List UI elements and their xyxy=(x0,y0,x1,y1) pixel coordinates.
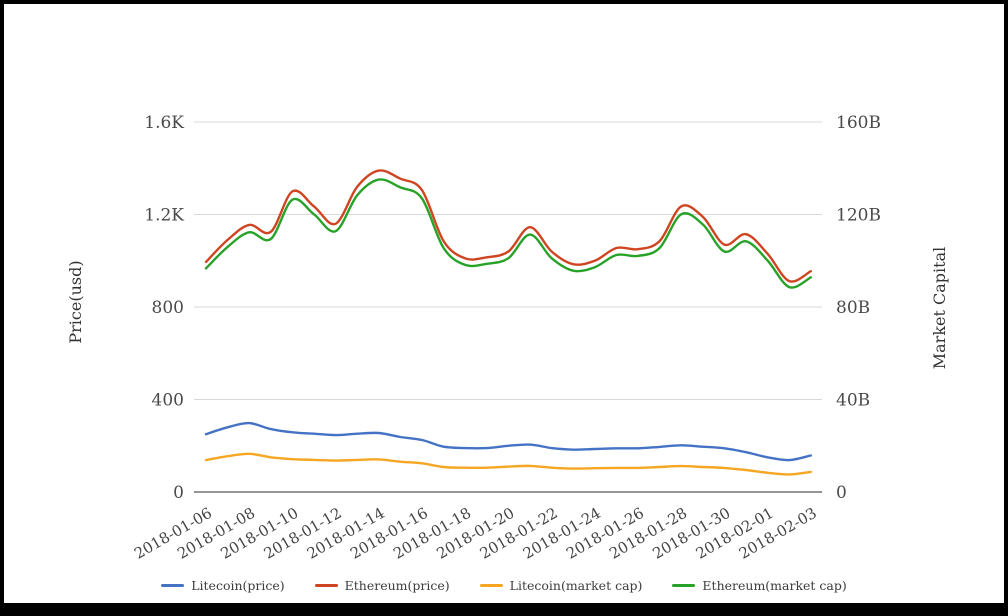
right-axis-title: Market Capital xyxy=(930,246,949,370)
legend-label: Litecoin(price) xyxy=(191,577,285,593)
chart-legend: Litecoin(price) Ethereum(price) Litecoin… xyxy=(0,574,1008,596)
series-line-litecoin-price- xyxy=(204,421,812,462)
ethereum-price-line-swatch xyxy=(314,583,338,587)
left-axis-tick-label: 400 xyxy=(152,391,184,411)
left-axis-tick-label: 800 xyxy=(152,298,184,318)
right-axis-tick-label: 120B xyxy=(836,206,881,226)
ethereum-marketcap-line-swatch xyxy=(672,583,696,587)
series-line-ethereum-market-cap- xyxy=(204,178,812,289)
chart-background-panel xyxy=(4,4,1004,603)
legend-item-litecoin-price[interactable]: Litecoin(price) xyxy=(161,577,285,593)
litecoin-price-line-swatch xyxy=(161,583,185,587)
legend-label: Ethereum(price) xyxy=(344,577,450,593)
left-axis-tick-label: 1.2K xyxy=(144,206,184,226)
left-axis-tick-label: 0 xyxy=(173,483,184,503)
right-axis-tick-label: 80B xyxy=(836,298,870,318)
left-axis-tick-label: 1.6K xyxy=(144,113,184,133)
legend-item-litecoin-marketcap[interactable]: Litecoin(market cap) xyxy=(479,577,643,593)
right-axis-tick-label: 160B xyxy=(836,113,881,133)
right-axis-tick-label: 40B xyxy=(836,391,870,411)
series-line-litecoin-market-cap- xyxy=(204,452,812,476)
legend-item-ethereum-marketcap[interactable]: Ethereum(market cap) xyxy=(672,577,847,593)
left-axis-title: Price(usd) xyxy=(66,260,85,344)
right-axis-tick-label: 0 xyxy=(836,483,847,503)
series-line-ethereum-price- xyxy=(204,169,812,283)
litecoin-marketcap-line-swatch xyxy=(479,583,503,587)
legend-item-ethereum-price[interactable]: Ethereum(price) xyxy=(314,577,450,593)
legend-label: Ethereum(market cap) xyxy=(702,577,847,593)
legend-label: Litecoin(market cap) xyxy=(509,577,643,593)
